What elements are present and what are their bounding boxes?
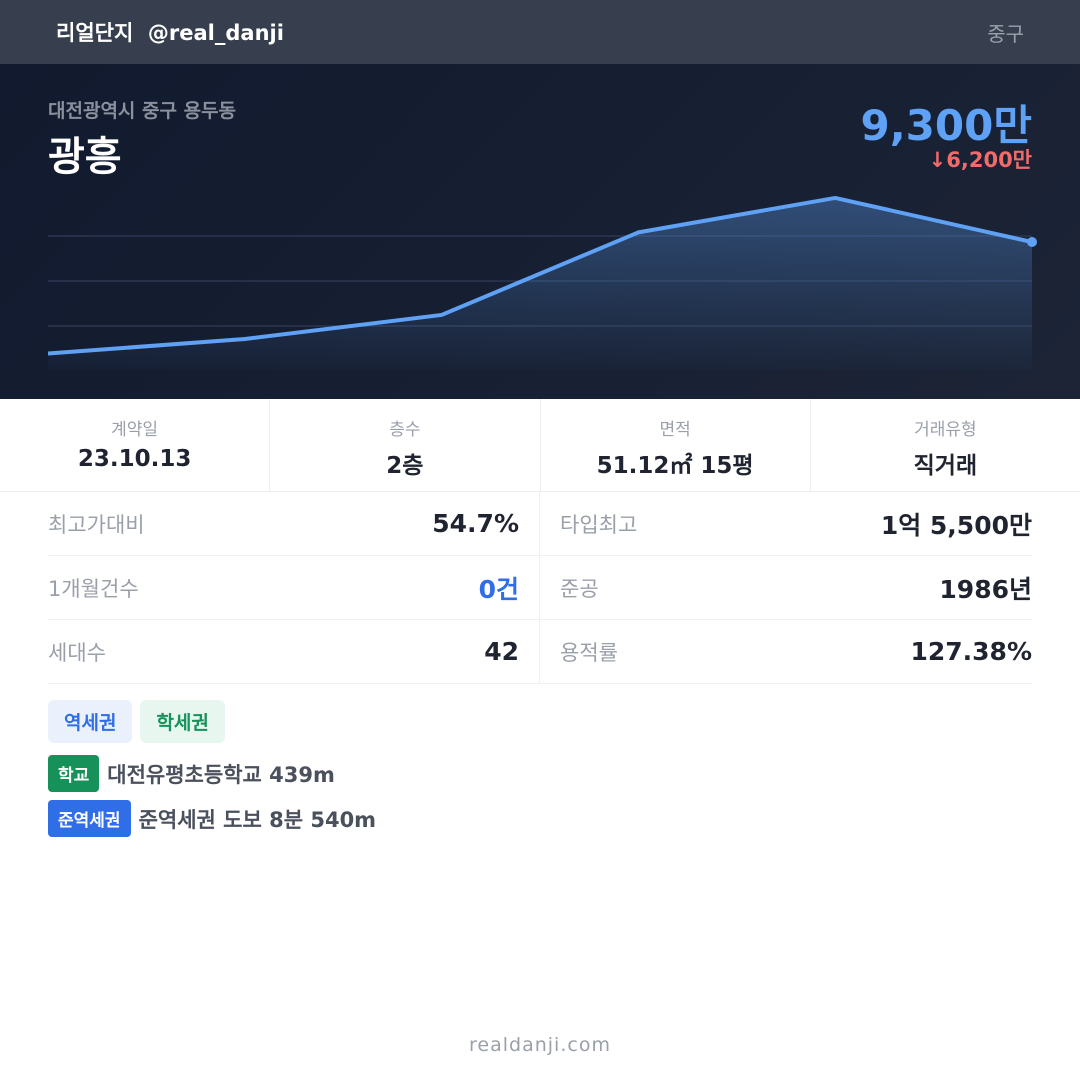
stat-value: 직거래 [913,453,978,479]
details-grid: 최고가대비 54.7% 타입최고 1억 5,500만 1개월건수 0건 준공 1986년… [48,492,1032,684]
tag-station: 역세권 [48,700,133,743]
detail-item: 최고가대비 54.7% [48,492,540,556]
detail-label: 최고가대비 [48,512,145,537]
poi-text: 준역세권 도보 8분 540m [138,807,377,832]
stat-contract-date: 계약일 23.10.13 [0,399,271,491]
complex-name: 광흥 [48,134,122,180]
stat-value: 2층 [386,453,424,479]
detail-value: 42 [484,637,519,666]
tags: 역세권 학세권 [48,700,1032,743]
detail-value: 127.38% [910,637,1032,666]
detail-item: 용적률 127.38% [540,620,1032,684]
stat-label: 층수 [389,420,421,440]
region-label: 중구 [987,21,1024,46]
detail-item: 준공 1986년 [540,556,1032,620]
poi-school: 학교 대전유평초등학교 439m [48,755,1032,792]
detail-value: 1억 5,500만 [880,510,1032,540]
detail-value: 0건 [478,574,519,604]
latest-point [1027,237,1037,247]
stat-label: 거래유형 [914,420,977,440]
detail-value: 1986년 [939,574,1032,604]
stat-label: 계약일 [111,420,159,440]
poi-badge: 준역세권 [48,800,131,837]
stat-value: 23.10.13 [77,446,192,472]
detail-label: 1개월건수 [48,576,139,601]
detail-item: 타입최고 1억 5,500만 [540,492,1032,556]
stat-value: 51.12㎡ 15평 [596,453,754,479]
footer-domain: realdanji.com [469,1034,611,1056]
detail-label: 용적률 [560,640,618,665]
price-area [48,197,1032,370]
price-chart [47,195,1037,370]
top-bar: 리얼단지 @real_danji 중구 [0,0,1080,64]
detail-label: 타입최고 [560,512,638,537]
latest-price: 9,300만 [860,101,1033,150]
hero-panel: 대전광역시 중구 용두동 광흥 9,300만 ↓6,200만 [0,64,1080,399]
tag-school: 학세권 [140,700,225,743]
poi-station: 준역세권 준역세권 도보 8분 540m [48,800,1032,837]
stat-floor: 층수 2층 [270,399,541,491]
detail-item: 세대수 42 [48,620,540,684]
poi-text: 대전유평초등학교 439m [107,762,335,787]
detail-label: 세대수 [48,640,106,665]
brand: 리얼단지 @real_danji [56,21,284,45]
detail-value: 54.7% [432,509,519,538]
detail-label: 준공 [560,576,599,601]
address: 대전광역시 중구 용두동 [48,100,237,122]
stat-label: 면적 [659,420,691,440]
detail-item: 1개월건수 0건 [48,556,540,620]
price-line [47,195,1033,356]
stat-area: 면적 51.12㎡ 15평 [541,399,811,491]
price-diff: ↓6,200만 [928,148,1032,172]
poi-badge: 학교 [48,755,100,792]
